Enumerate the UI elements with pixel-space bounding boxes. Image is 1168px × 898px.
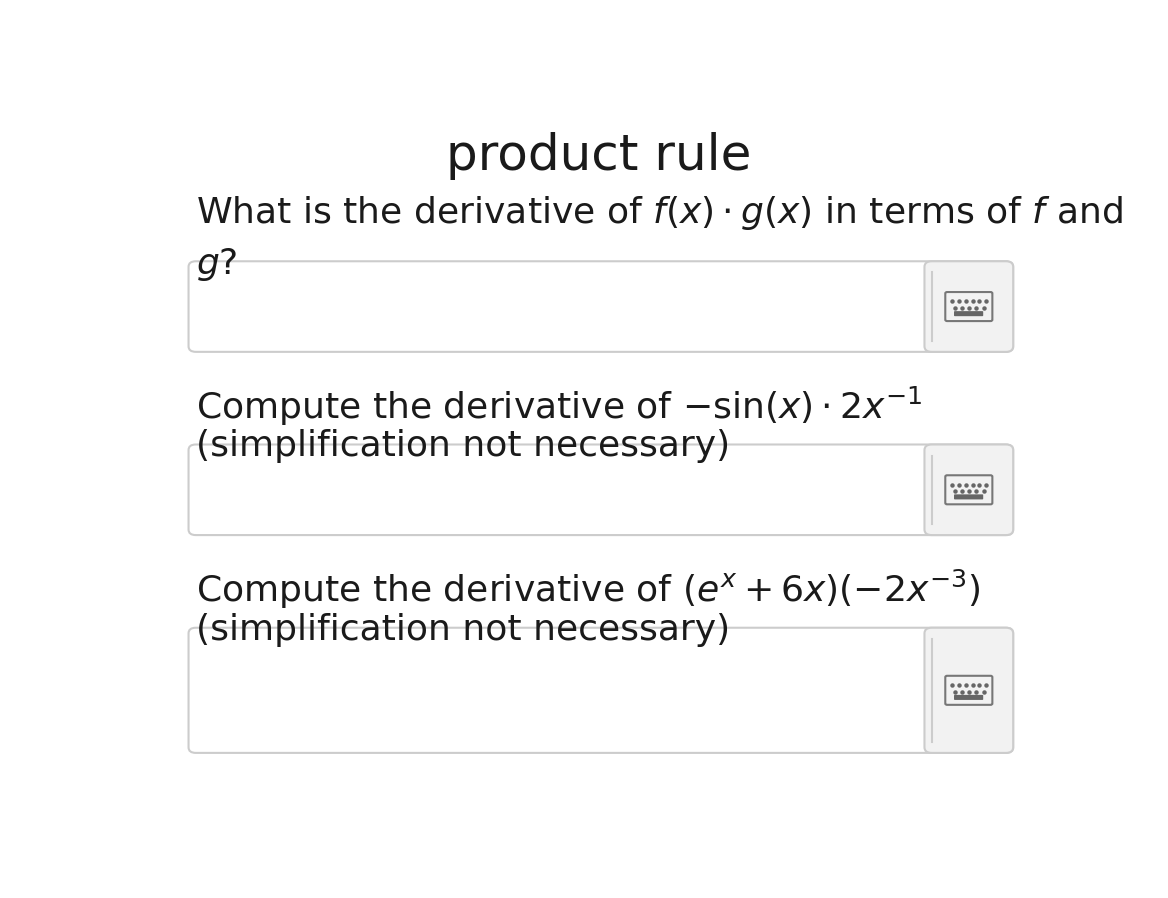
Text: Compute the derivative of $(e^x + 6x)(-2x^{-3})$: Compute the derivative of $(e^x + 6x)(-2…: [196, 568, 980, 611]
FancyBboxPatch shape: [188, 628, 1013, 753]
FancyBboxPatch shape: [925, 261, 1013, 352]
Text: Compute the derivative of $-\sin(x) \cdot 2x^{-1}$: Compute the derivative of $-\sin(x) \cdo…: [196, 384, 922, 427]
FancyBboxPatch shape: [188, 445, 1013, 535]
FancyBboxPatch shape: [954, 495, 983, 499]
FancyBboxPatch shape: [945, 676, 993, 705]
FancyBboxPatch shape: [188, 261, 1013, 352]
FancyBboxPatch shape: [925, 628, 1013, 753]
FancyBboxPatch shape: [945, 475, 993, 505]
Text: $g$?: $g$?: [196, 246, 237, 283]
FancyBboxPatch shape: [945, 292, 993, 321]
FancyBboxPatch shape: [954, 311, 983, 316]
FancyBboxPatch shape: [954, 695, 983, 700]
Text: (simplification not necessary): (simplification not necessary): [196, 612, 730, 647]
Text: What is the derivative of $f(x) \cdot g(x)$ in terms of $f$ and: What is the derivative of $f(x) \cdot g(…: [196, 194, 1122, 233]
Text: (simplification not necessary): (simplification not necessary): [196, 429, 730, 463]
Text: product rule: product rule: [446, 132, 751, 180]
FancyBboxPatch shape: [925, 445, 1013, 535]
